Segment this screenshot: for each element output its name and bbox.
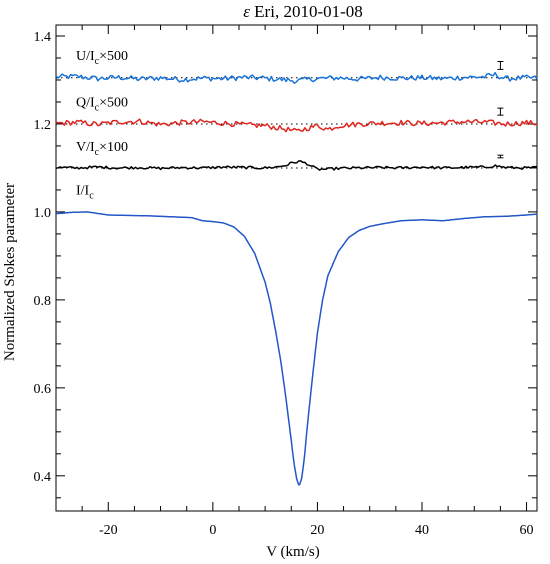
plot-area: -20 0 20 40 60 0.4 0.6 0.8 1.0 1.2 1.4 U/Ic×500 Q/Ic… <box>34 24 538 538</box>
x-tick-label: 20 <box>310 523 324 538</box>
i-series-label: I/Ic <box>76 183 94 201</box>
y-tick-label: 1.0 <box>34 206 52 221</box>
i-series-line <box>55 211 538 486</box>
v-series-label: V/Ic×100 <box>76 140 128 158</box>
chart-title-symbol: ε <box>243 2 250 21</box>
v-error-bar <box>497 154 504 159</box>
q-error-bar <box>497 107 504 116</box>
y-axis-label: Normalized Stokes parameter <box>2 183 18 361</box>
x-axis-label: V (km/s) <box>266 544 319 560</box>
y-tick-label: 1.4 <box>34 30 52 45</box>
chart-title: ε Eri, 2010-01-08 <box>243 2 363 21</box>
y-tick-label: 0.6 <box>34 382 52 397</box>
q-series-label: Q/Ic×500 <box>76 95 128 113</box>
q-series-line <box>55 118 538 133</box>
y-tick-label: 0.8 <box>34 294 52 309</box>
x-tick-label: 0 <box>209 523 216 538</box>
chart-title-text: Eri, 2010-01-08 <box>250 2 363 21</box>
x-tick-label: 40 <box>415 523 429 538</box>
y-tick-label: 1.2 <box>34 118 52 133</box>
plot-frame <box>55 24 538 512</box>
v-series-line <box>55 160 538 171</box>
u-series-line <box>55 71 538 85</box>
y-tick-label: 0.4 <box>34 470 52 485</box>
x-tick-label: -20 <box>99 523 118 538</box>
u-series-label: U/Ic×500 <box>76 49 128 67</box>
x-tick-label: 60 <box>520 523 534 538</box>
u-error-bar <box>497 61 504 70</box>
